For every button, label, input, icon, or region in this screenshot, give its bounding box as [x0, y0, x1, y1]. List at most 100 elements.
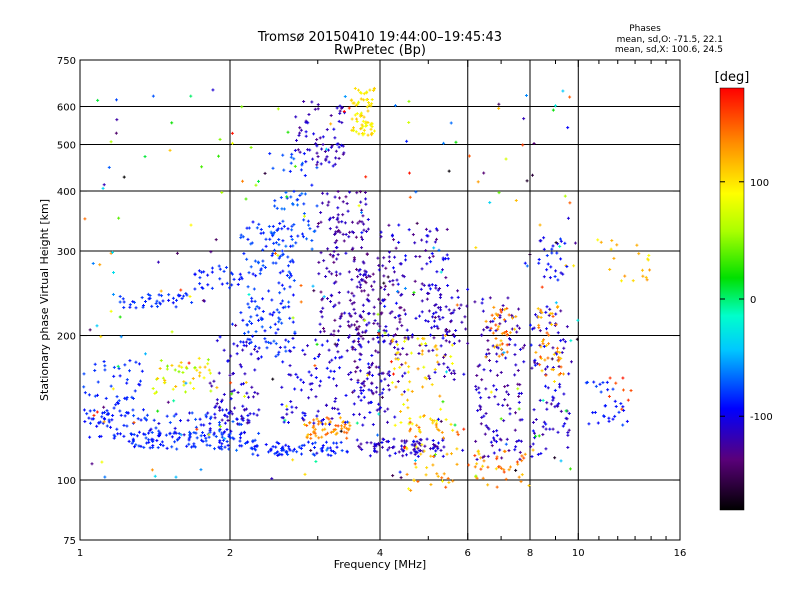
data-point	[356, 275, 360, 279]
data-point	[565, 325, 569, 329]
data-point	[290, 228, 294, 232]
data-point	[542, 344, 546, 348]
data-point	[170, 121, 174, 125]
data-point	[552, 380, 556, 384]
data-point	[442, 362, 446, 366]
data-point	[151, 387, 155, 391]
data-point	[502, 351, 506, 355]
data-point	[223, 413, 227, 417]
data-point	[338, 272, 342, 276]
data-point	[352, 307, 356, 311]
data-point	[498, 343, 502, 347]
data-point	[341, 200, 345, 204]
data-point	[319, 211, 323, 215]
data-point	[387, 388, 391, 392]
data-point	[602, 414, 606, 418]
data-point	[303, 192, 307, 196]
data-point	[406, 406, 410, 410]
data-point	[353, 113, 357, 117]
data-point	[366, 227, 370, 231]
data-point	[545, 254, 549, 258]
data-point	[476, 180, 480, 184]
data-point	[254, 183, 258, 187]
data-point	[366, 120, 370, 124]
data-point	[306, 440, 310, 444]
data-point	[112, 271, 116, 275]
data-point	[482, 414, 486, 418]
data-point	[557, 355, 561, 359]
data-point	[301, 232, 305, 236]
data-point	[377, 407, 381, 411]
chart-title: Tromsø 20150410 19:44:00–19:45:43	[257, 30, 502, 45]
data-point	[363, 269, 367, 273]
data-point	[539, 315, 543, 319]
data-point	[311, 452, 315, 456]
data-point	[295, 138, 299, 142]
data-point	[118, 409, 122, 413]
data-point	[529, 343, 533, 347]
data-point	[508, 338, 512, 342]
data-point	[387, 370, 391, 374]
data-point	[466, 341, 470, 345]
data-point	[312, 421, 316, 425]
data-point	[413, 442, 417, 446]
data-point	[347, 312, 351, 316]
data-point	[199, 423, 203, 427]
data-point	[535, 362, 539, 366]
data-point	[352, 294, 356, 298]
data-point	[271, 166, 275, 170]
data-point	[391, 283, 395, 287]
data-point	[285, 195, 289, 199]
data-point	[525, 179, 529, 183]
data-point	[335, 431, 339, 435]
data-point	[538, 329, 542, 333]
data-point	[313, 441, 317, 445]
data-point	[263, 171, 267, 175]
data-point	[545, 327, 549, 331]
data-point	[383, 409, 387, 413]
data-point	[484, 424, 488, 428]
data-point	[538, 363, 542, 367]
data-point	[264, 340, 268, 344]
data-point	[354, 370, 358, 374]
data-point	[405, 139, 409, 143]
data-point	[400, 324, 404, 328]
data-point	[484, 355, 488, 359]
data-point	[249, 265, 253, 269]
data-point	[473, 465, 477, 469]
data-point	[395, 327, 399, 331]
data-point	[629, 389, 633, 393]
data-point	[366, 293, 370, 297]
data-point	[346, 290, 350, 294]
data-point	[563, 241, 567, 245]
data-point	[352, 231, 356, 235]
data-point	[130, 441, 134, 445]
data-point	[347, 335, 351, 339]
data-point	[505, 437, 509, 441]
data-point	[327, 375, 331, 379]
data-point	[518, 418, 522, 422]
data-point	[256, 392, 260, 396]
data-point	[563, 422, 567, 426]
data-point	[346, 320, 350, 324]
data-point	[357, 325, 361, 329]
data-point	[336, 213, 340, 217]
data-point	[473, 300, 477, 304]
data-point	[377, 365, 381, 369]
data-point	[333, 356, 337, 360]
data-point	[559, 409, 563, 413]
data-point	[371, 423, 375, 427]
data-point	[132, 432, 136, 436]
data-point	[350, 220, 354, 224]
data-point	[293, 164, 297, 168]
data-point	[434, 284, 438, 288]
data-point	[486, 483, 490, 487]
data-point	[566, 433, 570, 437]
data-point	[338, 111, 342, 115]
data-point	[564, 409, 568, 413]
data-point	[233, 406, 237, 410]
data-point	[242, 343, 246, 347]
data-point	[240, 277, 244, 281]
data-point	[330, 144, 334, 148]
data-point	[164, 433, 168, 437]
